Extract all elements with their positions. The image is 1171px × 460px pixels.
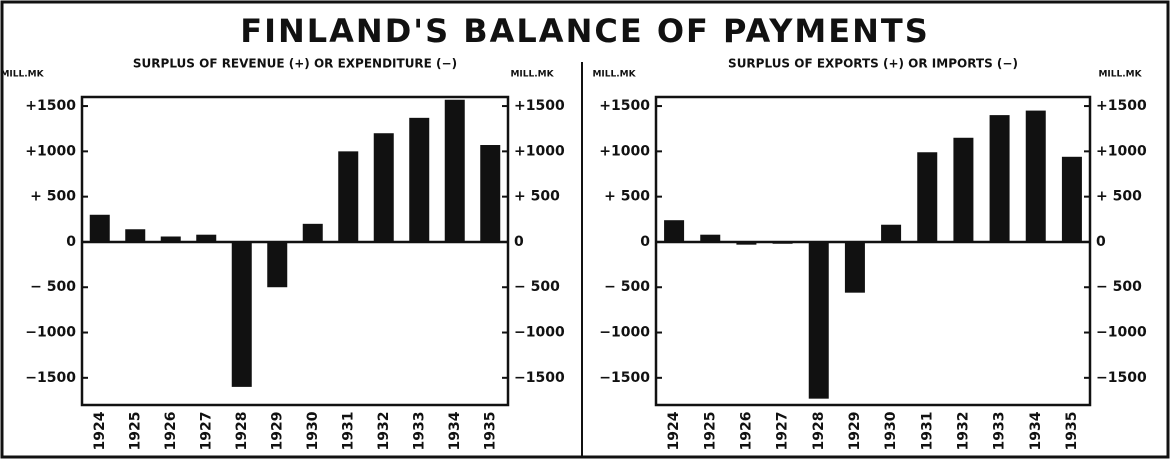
x-tick-label: 1927 <box>775 412 791 451</box>
bar <box>160 236 181 242</box>
subtitle: SURPLUS OF REVENUE (+) OR EXPENDITURE (−… <box>133 57 457 71</box>
plot-frame <box>654 95 1092 407</box>
x-tick-label: 1930 <box>883 411 899 450</box>
bar <box>338 151 359 242</box>
y2-tick-label: − 500 <box>514 279 560 295</box>
y2-tick-label: −1500 <box>514 370 565 386</box>
x-tick-label: 1933 <box>411 412 427 451</box>
bar <box>267 241 288 288</box>
bar <box>808 241 829 399</box>
y2-tick-label: 0 <box>514 234 524 250</box>
bar <box>231 241 252 387</box>
y2-tick-label: +1500 <box>514 98 565 114</box>
y-tick-label: −1500 <box>599 370 650 386</box>
y-tick-label: 0 <box>640 234 650 250</box>
bar <box>480 145 501 242</box>
x-tick-label: 1926 <box>738 412 754 451</box>
y-tick-label: + 500 <box>30 189 76 205</box>
bar <box>196 234 217 242</box>
x-tick-label: 1925 <box>702 412 718 451</box>
y-tick-label: 0 <box>66 234 76 250</box>
x-tick-label: 1927 <box>198 412 214 451</box>
y2-axis-unit: MILL.MK <box>510 70 554 80</box>
y2-tick-label: +1000 <box>514 143 565 159</box>
bar <box>664 220 685 242</box>
bar <box>844 241 865 293</box>
bar <box>1061 156 1082 242</box>
bar <box>772 241 793 244</box>
y2-tick-label: −1500 <box>1096 370 1147 386</box>
bar <box>989 115 1010 242</box>
bar <box>700 234 721 242</box>
bar <box>917 152 938 242</box>
bar <box>1025 110 1046 242</box>
y2-tick-label: 0 <box>1096 234 1106 250</box>
plot-frame <box>80 95 510 407</box>
y-tick-label: +1500 <box>599 98 650 114</box>
x-tick-label: 1935 <box>482 412 498 451</box>
bar <box>881 224 902 242</box>
y-tick-label: +1000 <box>25 143 76 159</box>
bar <box>444 99 465 242</box>
y2-axis-unit: MILL.MK <box>1098 70 1142 80</box>
y-tick-label: −1000 <box>25 325 76 341</box>
y2-tick-label: −1000 <box>1096 325 1147 341</box>
x-tick-label: 1929 <box>847 412 863 451</box>
x-tick-label: 1934 <box>1028 411 1044 450</box>
x-tick-label: 1924 <box>92 411 108 450</box>
y-tick-label: − 500 <box>604 279 650 295</box>
bar <box>89 214 110 242</box>
bar <box>953 137 974 242</box>
y2-tick-label: − 500 <box>1096 279 1142 295</box>
y-axis-unit: MILL.MK <box>0 70 44 80</box>
x-tick-label: 1925 <box>127 412 143 451</box>
y-tick-label: −1000 <box>599 325 650 341</box>
chart-title: FINLAND'S BALANCE OF PAYMENTS <box>240 12 930 50</box>
y-tick-label: −1500 <box>25 370 76 386</box>
bar <box>302 223 323 242</box>
x-tick-label: 1928 <box>234 412 250 451</box>
y-tick-label: − 500 <box>30 279 76 295</box>
x-tick-label: 1933 <box>992 412 1008 451</box>
y-tick-label: + 500 <box>604 189 650 205</box>
x-tick-label: 1931 <box>340 412 356 451</box>
y-axis-unit: MILL.MK <box>592 70 636 80</box>
y-tick-label: +1500 <box>25 98 76 114</box>
bar <box>736 241 757 245</box>
bar <box>125 229 146 242</box>
x-tick-label: 1924 <box>666 411 682 450</box>
x-tick-label: 1926 <box>163 412 179 451</box>
y2-tick-label: +1000 <box>1096 143 1147 159</box>
x-tick-label: 1930 <box>305 411 321 450</box>
bar <box>409 117 430 242</box>
subtitle: SURPLUS OF EXPORTS (+) OR IMPORTS (−) <box>728 57 1018 71</box>
y2-tick-label: + 500 <box>1096 189 1142 205</box>
bar <box>373 133 394 242</box>
x-tick-label: 1932 <box>376 412 392 451</box>
x-tick-label: 1934 <box>447 411 463 450</box>
x-tick-label: 1931 <box>919 412 935 451</box>
y2-tick-label: −1000 <box>514 325 565 341</box>
x-tick-label: 1932 <box>955 412 971 451</box>
x-tick-label: 1935 <box>1064 412 1080 451</box>
y-tick-label: +1000 <box>599 143 650 159</box>
y2-tick-label: +1500 <box>1096 98 1147 114</box>
y2-tick-label: + 500 <box>514 189 560 205</box>
x-tick-label: 1929 <box>269 412 285 451</box>
x-tick-label: 1928 <box>811 412 827 451</box>
